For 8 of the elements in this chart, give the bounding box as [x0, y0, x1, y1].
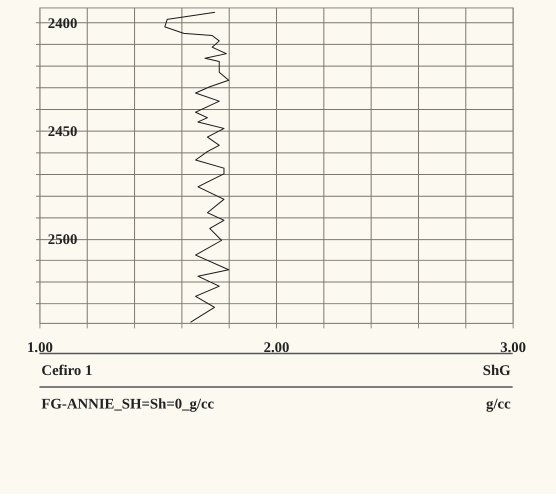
x-tick-label: 2.00	[264, 340, 290, 356]
line-series	[164, 12, 230, 323]
text: FG-ANNIE_SH=Sh=0_g/cc	[41, 396, 215, 413]
text: ShG	[482, 363, 512, 380]
text: g/cc	[486, 396, 512, 413]
x-tick-label: 3.00	[500, 340, 526, 356]
x-tick-label: 1.00	[27, 340, 53, 356]
text: Cefiro 1	[41, 363, 92, 380]
